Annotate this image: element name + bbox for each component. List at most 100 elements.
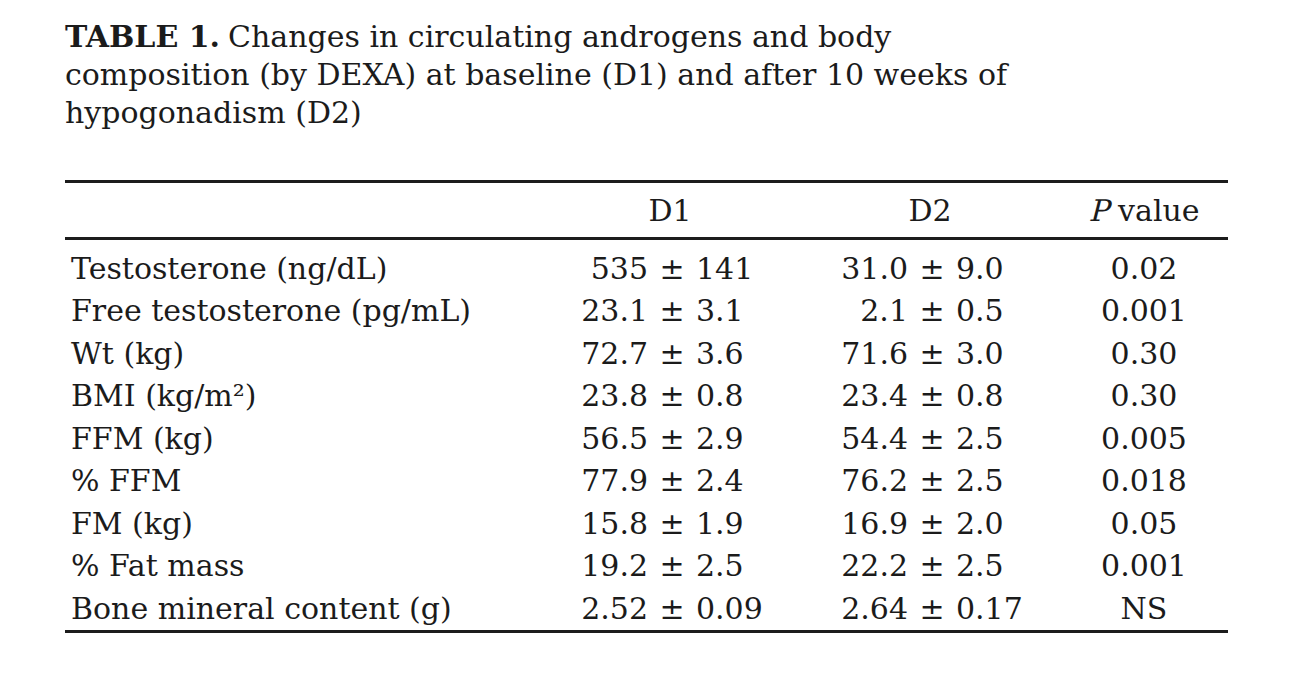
d1-sd: 2.9 [696, 421, 800, 456]
header-row: D1 D2 P value [65, 182, 1228, 239]
table-row: % Fat mass 19.2±2.5 22.2±2.5 0.001 [65, 545, 1228, 588]
paper-page: TABLE 1.Changes in circulating androgens… [0, 0, 1300, 688]
d1-value-cell: 23.1±3.1 [540, 290, 800, 333]
row-label: % FFM [65, 460, 540, 503]
row-label: % Fat mass [65, 545, 540, 588]
row-label: FM (kg) [65, 502, 540, 545]
plus-minus-sign: ± [648, 591, 696, 626]
p-value-cell: 0.30 [1060, 375, 1228, 418]
plus-minus-sign: ± [908, 251, 956, 286]
caption-text-line-3: hypogonadism (D2) [65, 94, 1235, 132]
d2-value-cell: 2.1±0.5 [800, 290, 1060, 333]
d1-mean: 56.5 [540, 421, 648, 456]
p-value-cell: 0.001 [1060, 290, 1228, 333]
d1-mean: 77.9 [540, 463, 648, 498]
d2-value-cell: 23.4±0.8 [800, 375, 1060, 418]
row-label: Testosterone (ng/dL) [65, 239, 540, 290]
d2-value-cell: 31.0±9.0 [800, 239, 1060, 290]
plus-minus-sign: ± [908, 378, 956, 413]
row-label: Wt (kg) [65, 332, 540, 375]
d1-mean: 535 [540, 251, 648, 286]
d2-sd: 0.5 [956, 293, 1060, 328]
d1-mean: 23.8 [540, 378, 648, 413]
d1-mean: 23.1 [540, 293, 648, 328]
plus-minus-sign: ± [908, 591, 956, 626]
table-row: BMI (kg/m²) 23.8±0.8 23.4±0.8 0.30 [65, 375, 1228, 418]
p-value-cell: 0.001 [1060, 545, 1228, 588]
p-value-cell: 0.005 [1060, 417, 1228, 460]
d1-value-cell: 56.5±2.9 [540, 417, 800, 460]
col-header-d1: D1 [540, 182, 800, 239]
col-header-pvalue: P value [1060, 182, 1228, 239]
plus-minus-sign: ± [648, 293, 696, 328]
table-row: % FFM 77.9±2.4 76.2±2.5 0.018 [65, 460, 1228, 503]
table-row: Testosterone (ng/dL) 535±141 31.0±9.0 0.… [65, 239, 1228, 290]
results-table: D1 D2 P value Testosterone (ng/dL) 535±1… [65, 180, 1228, 633]
table-row: Wt (kg) 72.7±3.6 71.6±3.0 0.30 [65, 332, 1228, 375]
d1-mean: 72.7 [540, 336, 648, 371]
p-value-cell: 0.018 [1060, 460, 1228, 503]
row-label: BMI (kg/m²) [65, 375, 540, 418]
plus-minus-sign: ± [908, 293, 956, 328]
d2-value-cell: 76.2±2.5 [800, 460, 1060, 503]
plus-minus-sign: ± [908, 506, 956, 541]
d1-sd: 0.8 [696, 378, 800, 413]
p-value-cell: NS [1060, 587, 1228, 631]
d1-sd: 1.9 [696, 506, 800, 541]
d2-mean: 71.6 [800, 336, 908, 371]
d2-mean: 23.4 [800, 378, 908, 413]
row-label: Free testosterone (pg/mL) [65, 290, 540, 333]
d2-value-cell: 22.2±2.5 [800, 545, 1060, 588]
d1-value-cell: 77.9±2.4 [540, 460, 800, 503]
d2-sd: 2.5 [956, 548, 1060, 583]
plus-minus-sign: ± [908, 548, 956, 583]
p-symbol: P [1088, 193, 1108, 228]
plus-minus-sign: ± [648, 251, 696, 286]
d1-value-cell: 2.52±0.09 [540, 587, 800, 631]
plus-minus-sign: ± [648, 506, 696, 541]
d2-sd: 2.5 [956, 463, 1060, 498]
d2-mean: 54.4 [800, 421, 908, 456]
plus-minus-sign: ± [648, 463, 696, 498]
table-number-label: TABLE 1. [65, 19, 220, 54]
p-value-cell: 0.05 [1060, 502, 1228, 545]
p-value-word: value [1118, 193, 1200, 228]
d1-mean: 19.2 [540, 548, 648, 583]
d2-mean: 31.0 [800, 251, 908, 286]
d2-mean: 22.2 [800, 548, 908, 583]
empty-header-cell [65, 182, 540, 239]
d1-sd: 2.4 [696, 463, 800, 498]
p-value-cell: 0.30 [1060, 332, 1228, 375]
plus-minus-sign: ± [648, 378, 696, 413]
d1-sd: 3.6 [696, 336, 800, 371]
caption-line: TABLE 1.Changes in circulating androgens… [65, 18, 1235, 56]
col-header-d2: D2 [800, 182, 1060, 239]
d2-sd: 3.0 [956, 336, 1060, 371]
d2-sd: 0.8 [956, 378, 1060, 413]
plus-minus-sign: ± [908, 463, 956, 498]
caption-text-line-1: Changes in circulating androgens and bod… [228, 19, 891, 54]
table-row: FM (kg) 15.8±1.9 16.9±2.0 0.05 [65, 502, 1228, 545]
d1-value-cell: 535±141 [540, 239, 800, 290]
p-value-cell: 0.02 [1060, 239, 1228, 290]
d2-value-cell: 2.64±0.17 [800, 587, 1060, 631]
caption-text-line-2: composition (by DEXA) at baseline (D1) a… [65, 56, 1235, 94]
d2-sd: 9.0 [956, 251, 1060, 286]
d1-sd: 0.09 [696, 591, 800, 626]
table-row: FFM (kg) 56.5±2.9 54.4±2.5 0.005 [65, 417, 1228, 460]
d1-sd: 2.5 [696, 548, 800, 583]
plus-minus-sign: ± [648, 548, 696, 583]
plus-minus-sign: ± [908, 421, 956, 456]
d2-value-cell: 16.9±2.0 [800, 502, 1060, 545]
d2-mean: 2.1 [800, 293, 908, 328]
plus-minus-sign: ± [648, 421, 696, 456]
d1-value-cell: 19.2±2.5 [540, 545, 800, 588]
d2-mean: 16.9 [800, 506, 908, 541]
d2-value-cell: 71.6±3.0 [800, 332, 1060, 375]
table-row: Free testosterone (pg/mL) 23.1±3.1 2.1±0… [65, 290, 1228, 333]
d1-value-cell: 72.7±3.6 [540, 332, 800, 375]
d2-value-cell: 54.4±2.5 [800, 417, 1060, 460]
table-row: Bone mineral content (g) 2.52±0.09 2.64±… [65, 587, 1228, 631]
d2-mean: 76.2 [800, 463, 908, 498]
plus-minus-sign: ± [908, 336, 956, 371]
